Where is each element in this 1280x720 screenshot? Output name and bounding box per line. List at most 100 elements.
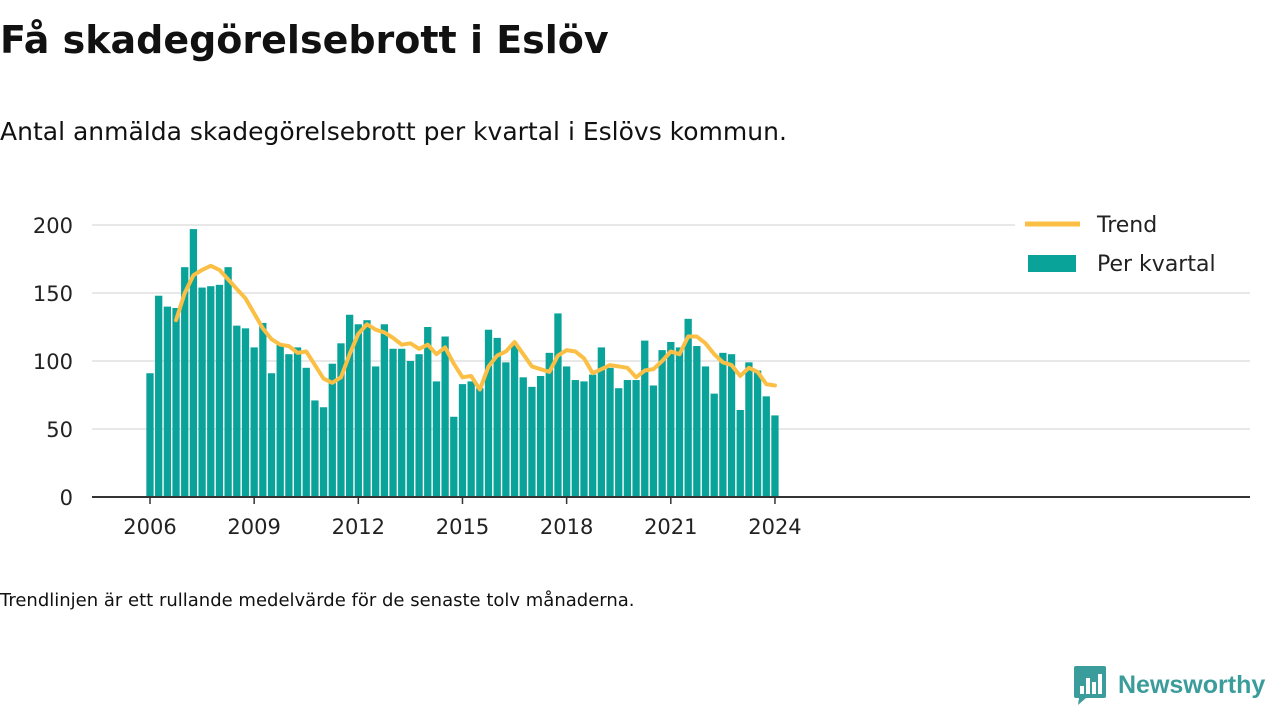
bar — [536, 375, 545, 497]
bar — [493, 337, 501, 497]
bar — [684, 318, 692, 497]
bar — [285, 354, 293, 497]
bar — [554, 313, 562, 497]
bar — [398, 348, 406, 497]
bar — [146, 373, 154, 497]
bar — [328, 363, 336, 497]
bar — [432, 381, 441, 497]
legend-bar-label: Per kvartal — [1097, 252, 1216, 277]
trend-series — [174, 263, 777, 392]
bar — [771, 415, 779, 497]
footnote: Trendlinjen är ett rullande medelvärde f… — [0, 590, 635, 611]
bar — [181, 267, 189, 497]
bar — [302, 367, 310, 497]
y-tick-label: 100 — [33, 350, 73, 374]
bar — [736, 409, 744, 497]
bar — [597, 347, 606, 497]
page-subtitle: Antal anmälda skadegörelsebrott per kvar… — [0, 117, 787, 146]
bar — [267, 373, 276, 497]
bar — [345, 314, 354, 497]
bar — [528, 386, 536, 497]
bar — [675, 347, 684, 497]
bar — [562, 366, 571, 497]
legend: Trend Per kvartal — [1015, 204, 1250, 286]
x-tick-label: 2006 — [123, 515, 176, 539]
page-title: Få skadegörelsebrott i Eslöv — [0, 18, 609, 62]
bar — [241, 328, 250, 497]
trend-line — [174, 263, 777, 392]
bar — [519, 377, 527, 497]
bar — [727, 354, 736, 497]
bar — [667, 341, 675, 497]
x-tick-label: 2018 — [540, 515, 593, 539]
bar — [484, 329, 493, 497]
bar — [476, 388, 484, 497]
bar — [641, 340, 649, 497]
y-tick-label: 50 — [46, 418, 73, 442]
bar — [745, 362, 753, 497]
bar — [580, 381, 588, 497]
newsworthy-logo-icon — [1074, 666, 1106, 705]
bar — [753, 370, 762, 497]
bar — [311, 400, 319, 497]
bar — [424, 327, 432, 497]
bar — [155, 295, 163, 497]
bar — [372, 366, 380, 497]
bar — [615, 388, 623, 497]
bar — [658, 350, 666, 497]
bar — [224, 267, 232, 497]
bar — [623, 380, 632, 497]
bar — [415, 354, 423, 497]
brand-name: Newsworthy — [1118, 670, 1266, 699]
bar — [693, 346, 701, 497]
bar — [762, 396, 770, 497]
bar — [354, 324, 362, 497]
legend-trend-label: Trend — [1096, 213, 1157, 238]
bar — [450, 416, 458, 497]
y-tick-label: 0 — [60, 486, 73, 510]
bar — [163, 306, 172, 497]
bar — [701, 366, 710, 497]
axes: 0 50 100 150 200 2006 2009 2012 2015 2018 2021 2024 — [33, 214, 1250, 539]
bar — [337, 343, 345, 497]
bar — [458, 384, 467, 497]
bar — [233, 325, 241, 497]
chart: 0 50 100 150 200 2006 2009 2012 2015 2018 2021 2024… — [32, 204, 1250, 539]
x-tick-label: 2012 — [332, 515, 385, 539]
bar — [649, 385, 658, 497]
legend-background — [1015, 204, 1250, 286]
bar — [276, 344, 284, 497]
bar — [545, 352, 553, 497]
bar — [502, 362, 510, 497]
bar — [215, 284, 224, 497]
bar-series — [146, 229, 779, 497]
bar — [172, 307, 180, 497]
bar — [363, 320, 371, 497]
bar — [189, 229, 198, 497]
y-tick-label: 150 — [33, 282, 73, 306]
x-tick-label: 2015 — [436, 515, 489, 539]
legend-bar-swatch — [1028, 255, 1076, 272]
bar — [406, 361, 415, 497]
bar — [510, 344, 519, 497]
bar — [606, 367, 614, 497]
bar — [207, 286, 215, 497]
bar — [467, 381, 475, 497]
bar — [380, 324, 389, 497]
bar — [710, 393, 718, 497]
bar — [250, 347, 258, 497]
bar — [571, 380, 579, 497]
bar — [293, 347, 302, 497]
bar — [389, 348, 397, 497]
bar — [441, 336, 449, 497]
x-tick-label: 2009 — [227, 515, 280, 539]
x-tick-label: 2024 — [748, 515, 801, 539]
bar — [259, 322, 267, 497]
bar — [589, 374, 597, 497]
bar — [319, 407, 328, 497]
brand-logo: Newsworthy — [1072, 664, 1265, 706]
y-tick-label: 200 — [33, 214, 73, 238]
bar — [198, 287, 206, 497]
bar — [632, 380, 640, 497]
bar — [719, 352, 727, 497]
